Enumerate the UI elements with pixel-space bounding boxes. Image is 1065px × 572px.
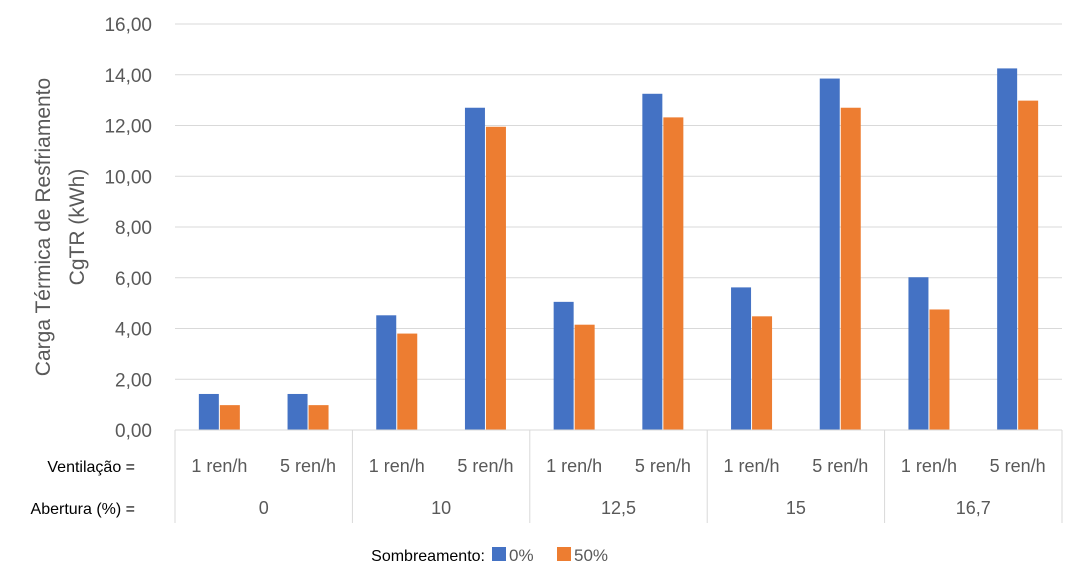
x-tick-aperture: 12,5 xyxy=(601,498,636,518)
legend: Sombreamento: 0% 50% xyxy=(371,546,608,565)
gridlines xyxy=(175,23,1062,380)
x-tick-ventilation: 1 ren/h xyxy=(191,456,247,476)
y-tick-label: 0,00 xyxy=(115,421,152,442)
bar-50pct xyxy=(397,333,418,430)
y-axis-label-line2: CgTR (kWh) xyxy=(66,169,89,286)
bar-0pct xyxy=(908,277,929,430)
y-tick-label: 2,00 xyxy=(115,370,152,391)
legend-label-1: 50% xyxy=(574,546,608,565)
bar-50pct xyxy=(752,316,773,430)
bar-0pct xyxy=(287,393,308,430)
x-tick-aperture: 16,7 xyxy=(956,498,991,518)
y-tick-label: 8,00 xyxy=(115,218,152,239)
y-tick-label: 12,00 xyxy=(104,117,152,138)
y-tick-label: 4,00 xyxy=(115,320,152,341)
x-tick-ventilation: 1 ren/h xyxy=(369,456,425,476)
bar-0pct xyxy=(376,315,397,430)
legend-label-0: 0% xyxy=(509,546,534,565)
x-tick-aperture: 15 xyxy=(786,498,806,518)
bar-50pct xyxy=(929,309,950,430)
x-tick-ventilation: 5 ren/h xyxy=(635,456,691,476)
bar-50pct xyxy=(1018,100,1039,430)
y-tick-label: 16,00 xyxy=(104,15,152,36)
y-tick-label: 10,00 xyxy=(104,167,152,188)
bar-0pct xyxy=(819,78,840,431)
x-axis: 1 ren/h 5 ren/h 0 1 ren/h 5 ren/h 10 1 ren/h 5 … xyxy=(174,429,1063,523)
y-axis-ticks: 0,00 2,00 4,00 6,00 8,00 10,00 12,00 14,00 16,00 xyxy=(104,15,152,442)
bar-0pct xyxy=(731,287,752,430)
bars xyxy=(198,68,1039,431)
x-tick-aperture: 10 xyxy=(431,498,451,518)
x-tick-ventilation: 1 ren/h xyxy=(901,456,957,476)
bar-50pct xyxy=(574,324,595,430)
bar-0pct xyxy=(553,301,574,430)
y-tick-label: 6,00 xyxy=(115,269,152,290)
bar-50pct xyxy=(840,107,861,431)
legend-swatch-1 xyxy=(557,547,571,561)
x-tick-ventilation: 5 ren/h xyxy=(990,456,1046,476)
legend-title: Sombreamento: xyxy=(371,548,485,565)
bar-0pct xyxy=(198,393,219,430)
bar-50pct xyxy=(663,117,684,430)
x-tick-ventilation: 5 ren/h xyxy=(812,456,868,476)
x-tick-aperture: 0 xyxy=(259,498,269,518)
bar-0pct xyxy=(997,68,1018,430)
bar-0pct xyxy=(464,107,485,431)
x-tick-ventilation: 5 ren/h xyxy=(457,456,513,476)
bar-50pct xyxy=(308,405,329,430)
bar-50pct xyxy=(219,405,240,430)
x-tick-ventilation: 5 ren/h xyxy=(280,456,336,476)
aperture-row-label: Abertura (%) = xyxy=(31,501,135,518)
y-axis-label-line1: Carga Térmica de Resfriamento xyxy=(32,78,55,376)
bar-0pct xyxy=(642,93,663,430)
bar-50pct xyxy=(485,126,506,431)
ventilation-row-label: Ventilação = xyxy=(47,459,135,476)
x-tick-ventilation: 1 ren/h xyxy=(546,456,602,476)
legend-swatch-0 xyxy=(492,547,506,561)
y-tick-label: 14,00 xyxy=(104,66,152,87)
x-tick-ventilation: 1 ren/h xyxy=(724,456,780,476)
